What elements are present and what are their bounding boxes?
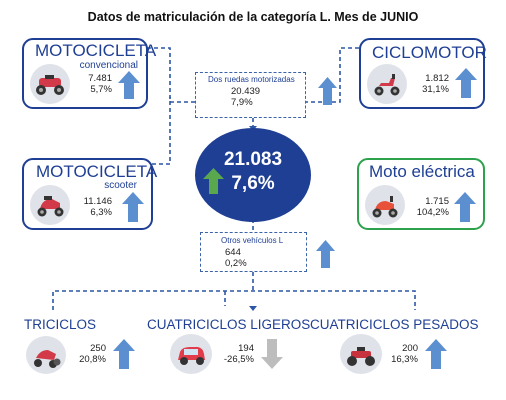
total-value: 21.083 bbox=[223, 149, 283, 170]
total-percent: 7,6% bbox=[231, 173, 275, 194]
group-label: Dos ruedas motorizadas bbox=[208, 75, 295, 84]
up-arrow-icon bbox=[455, 68, 477, 98]
up-arrow-green-icon bbox=[203, 168, 224, 194]
up-arrow-icon bbox=[318, 77, 337, 105]
up-arrow-icon bbox=[122, 192, 144, 222]
value-text: 20.439 bbox=[231, 86, 261, 97]
card-subtitle: convencional bbox=[79, 60, 138, 71]
value-text: 250 bbox=[90, 343, 106, 354]
percent-text: 31,1% bbox=[422, 84, 449, 95]
value-text: 1.812 bbox=[425, 73, 449, 84]
moped-icon bbox=[367, 64, 407, 104]
scooter-icon bbox=[30, 185, 70, 225]
percent-text: 0,2% bbox=[225, 258, 247, 269]
up-arrow-icon bbox=[425, 339, 447, 369]
triciclos-title: TRICICLOS bbox=[24, 317, 97, 332]
card-moto-electrica: Moto eléctrica 1.715 104,2% bbox=[357, 158, 485, 230]
percent-text: 5,7% bbox=[90, 84, 112, 95]
cuatriciclos-ligeros-title: CUATRICICLOS LIGEROS bbox=[147, 317, 311, 332]
down-arrow-icon bbox=[261, 339, 283, 369]
up-arrow-icon bbox=[113, 339, 135, 369]
value-text: 194 bbox=[238, 343, 254, 354]
electric-scooter-icon bbox=[365, 185, 405, 225]
group-dos-ruedas: Dos ruedas motorizadas 20.439 7,9% bbox=[195, 72, 306, 118]
value-text: 644 bbox=[225, 247, 241, 258]
percent-text: 7,9% bbox=[231, 97, 253, 108]
up-arrow-icon bbox=[316, 240, 335, 268]
value-text: 1.715 bbox=[425, 196, 449, 207]
up-arrow-icon bbox=[454, 192, 476, 222]
card-ciclomotor: CICLOMOTOR 1.812 31,1% bbox=[359, 38, 487, 109]
tricycle-icon bbox=[26, 336, 66, 374]
value-text: 11.146 bbox=[83, 196, 112, 207]
card-motocicleta-scooter: MOTOCICLETA scooter 11.146 6,3% bbox=[22, 158, 157, 230]
value-text: 200 bbox=[402, 343, 418, 354]
cuatriciclos-pesados-title: CUATRICICLOS PESADOS bbox=[310, 317, 479, 332]
card-title: MOTOCICLETA bbox=[35, 41, 157, 60]
percent-text: -26,5% bbox=[223, 354, 254, 365]
microcar-icon bbox=[170, 334, 212, 374]
card-title: CICLOMOTOR bbox=[372, 43, 487, 62]
percent-text: 16,3% bbox=[391, 354, 418, 365]
up-arrow-icon bbox=[118, 71, 140, 99]
card-title: Moto eléctrica bbox=[369, 162, 475, 181]
page-title: Datos de matriculación de la categoría L… bbox=[87, 10, 419, 24]
total-circle: 21.083 7,6% bbox=[195, 128, 311, 222]
card-title: MOTOCICLETA bbox=[36, 162, 158, 181]
group-otros-vehiculos: Otros vehículos L 644 0,2% bbox=[200, 232, 307, 272]
quad-icon bbox=[340, 334, 382, 374]
card-motocicleta-convencional: MOTOCICLETA convencional 7.481 5,7% bbox=[22, 38, 156, 109]
card-subtitle: scooter bbox=[104, 180, 137, 191]
group-label: Otros vehículos L bbox=[221, 236, 284, 245]
motorcycle-icon bbox=[30, 64, 70, 104]
percent-text: 6,3% bbox=[90, 207, 112, 218]
value-text: 7.481 bbox=[88, 73, 112, 84]
percent-text: 104,2% bbox=[416, 207, 449, 218]
percent-text: 20,8% bbox=[79, 354, 106, 365]
